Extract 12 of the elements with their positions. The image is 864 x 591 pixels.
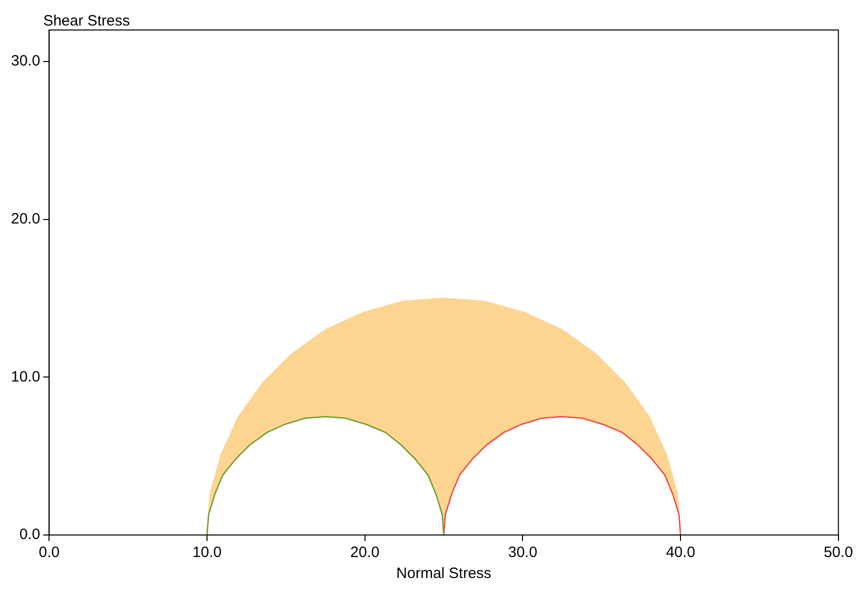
- x-axis-title: Normal Stress: [396, 565, 492, 582]
- x-tick-label: 20.0: [350, 544, 380, 562]
- y-tick-label: 10.0: [10, 368, 40, 386]
- x-tick-label: 10.0: [192, 544, 222, 562]
- x-tick-label: 30.0: [508, 544, 538, 562]
- x-tick-label: 50.0: [824, 544, 854, 562]
- x-tick-label: 0.0: [38, 544, 60, 562]
- y-axis-title: Shear Stress: [43, 12, 130, 30]
- x-tick-label: 40.0: [666, 544, 696, 562]
- y-tick-label: 0.0: [19, 526, 40, 544]
- y-tick-label: 30.0: [10, 52, 40, 70]
- y-tick-label: 20.0: [10, 210, 40, 228]
